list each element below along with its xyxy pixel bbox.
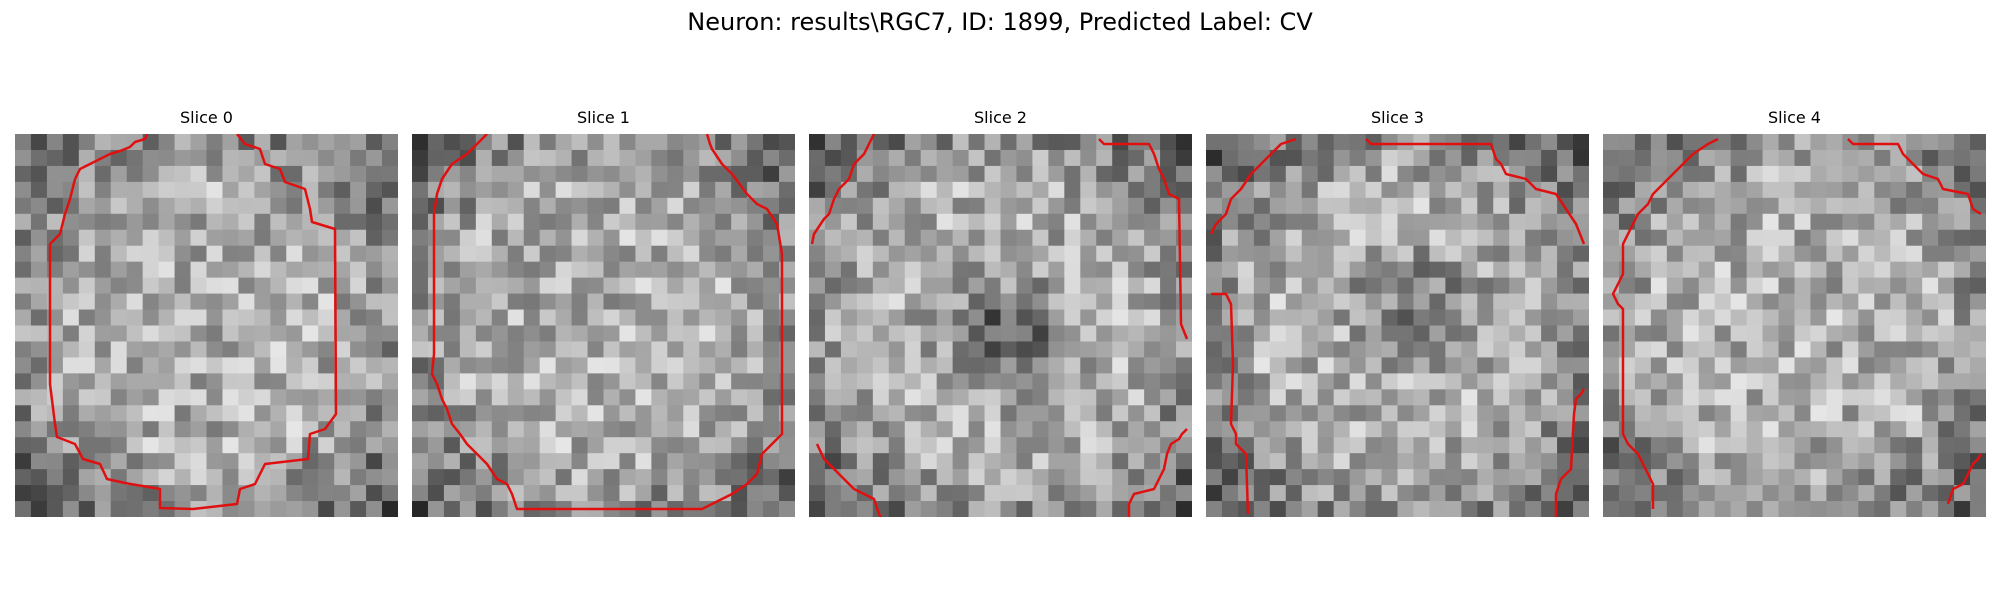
slice-panel-4: Slice 4: [1603, 108, 1986, 517]
contour-line: [48, 134, 338, 511]
pixel-grid: [809, 134, 1192, 517]
figure-title: Neuron: results\RGC7, ID: 1899, Predicte…: [687, 8, 1313, 36]
contour-line: [1946, 453, 1983, 505]
contour-line: [73, 134, 149, 180]
slice-panel-0: Slice 0: [15, 108, 398, 517]
slice-title: Slice 3: [1371, 108, 1424, 127]
contour-line: [1209, 137, 1297, 235]
contour-line: [1847, 138, 1982, 216]
slice-image-2: [809, 134, 1192, 517]
contour-line: [1127, 428, 1188, 517]
pixel-grid: [1206, 134, 1589, 517]
pixel-grid: [15, 134, 398, 517]
slice-panel-3: Slice 3: [1206, 108, 1589, 517]
contour-line: [1554, 388, 1586, 517]
slice-image-1: [412, 134, 795, 517]
slice-panel-2: Slice 2: [809, 108, 1192, 517]
slice-title: Slice 0: [180, 108, 233, 127]
slice-title: Slice 4: [1768, 108, 1821, 127]
slice-title: Slice 1: [577, 108, 630, 127]
contour-line: [1211, 292, 1250, 515]
slice-panel-1: Slice 1: [412, 108, 795, 517]
pixel-grid: [412, 134, 795, 517]
slice-image-0: [15, 134, 398, 517]
contour-line: [430, 134, 784, 511]
slice-image-4: [1603, 134, 1986, 517]
slice-image-3: [1206, 134, 1589, 517]
contour-line: [1098, 138, 1189, 340]
pixel-grid: [1603, 134, 1986, 517]
contour-line: [815, 443, 883, 517]
contour-line: [1365, 138, 1586, 245]
contour-line: [1611, 137, 1719, 509]
contour-line: [810, 134, 876, 245]
slice-title: Slice 2: [974, 108, 1027, 127]
